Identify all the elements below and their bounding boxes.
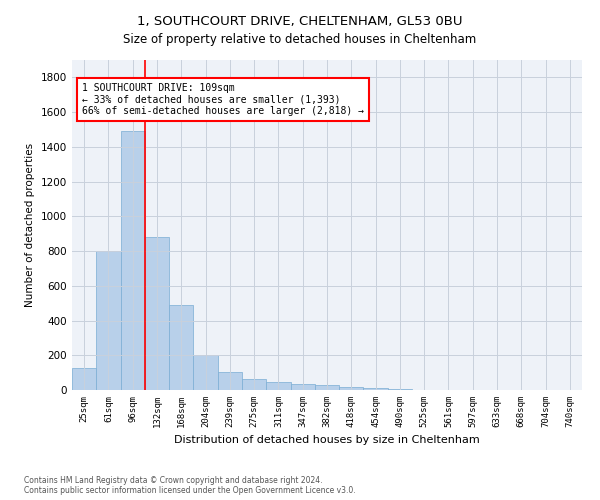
X-axis label: Distribution of detached houses by size in Cheltenham: Distribution of detached houses by size …: [174, 436, 480, 446]
Bar: [242, 378, 266, 390]
Bar: [121, 131, 145, 390]
Bar: [193, 356, 218, 390]
Bar: [72, 368, 96, 390]
Bar: [218, 372, 242, 390]
Bar: [145, 237, 169, 390]
Bar: [266, 382, 290, 390]
Text: 1 SOUTHCOURT DRIVE: 109sqm
← 33% of detached houses are smaller (1,393)
66% of s: 1 SOUTHCOURT DRIVE: 109sqm ← 33% of deta…: [82, 83, 364, 116]
Bar: [96, 251, 121, 390]
Text: 1, SOUTHCOURT DRIVE, CHELTENHAM, GL53 0BU: 1, SOUTHCOURT DRIVE, CHELTENHAM, GL53 0B…: [137, 15, 463, 28]
Bar: [290, 384, 315, 390]
Text: Size of property relative to detached houses in Cheltenham: Size of property relative to detached ho…: [124, 32, 476, 46]
Y-axis label: Number of detached properties: Number of detached properties: [25, 143, 35, 307]
Bar: [339, 386, 364, 390]
Bar: [169, 305, 193, 390]
Bar: [364, 388, 388, 390]
Text: Contains HM Land Registry data © Crown copyright and database right 2024.
Contai: Contains HM Land Registry data © Crown c…: [24, 476, 356, 495]
Bar: [315, 385, 339, 390]
